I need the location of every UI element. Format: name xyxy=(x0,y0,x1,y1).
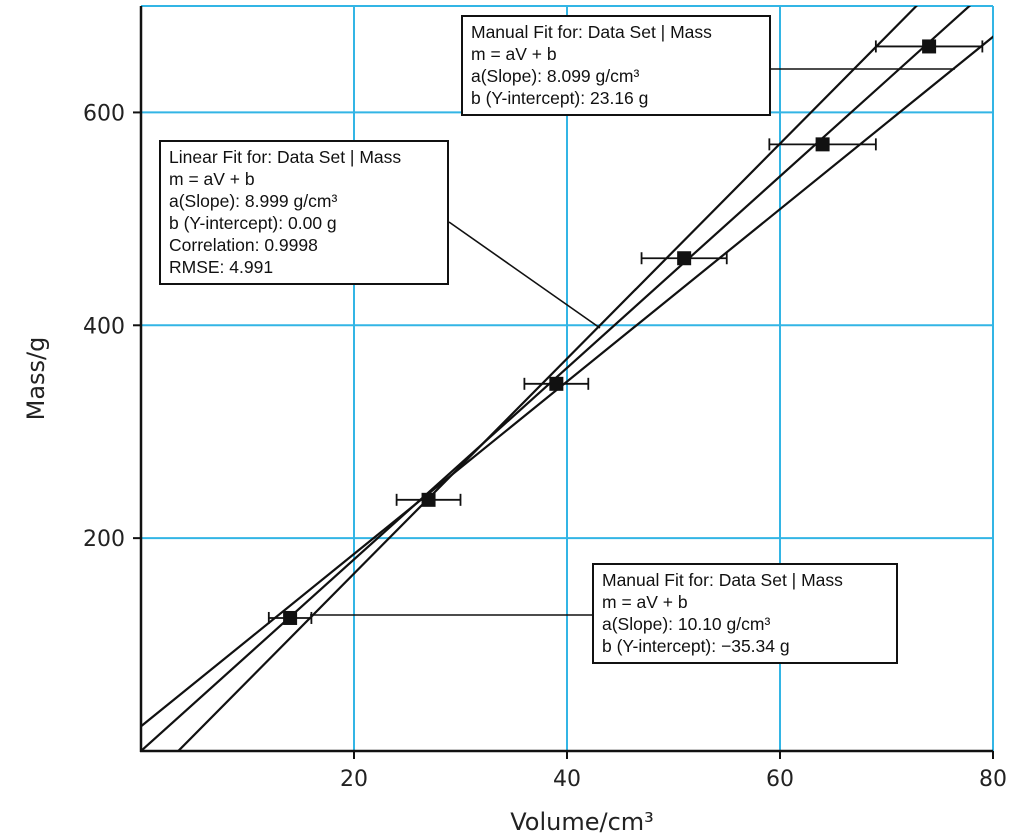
data-point xyxy=(421,492,436,507)
manual-fit-upper-line xyxy=(141,35,993,728)
data-point xyxy=(815,137,830,152)
manual-fit-upper-box: Manual Fit for: Data Set | Mass m = aV +… xyxy=(461,15,771,116)
manual-fit-upper-slope: a(Slope): 8.099 g/cm³ xyxy=(471,66,640,86)
y-tick-label: 400 xyxy=(83,314,125,339)
linear-fit-title: Linear Fit for: Data Set | Mass xyxy=(169,147,402,167)
data-point xyxy=(922,39,937,54)
linear-fit-line xyxy=(141,6,972,751)
linear-fit-box: Linear Fit for: Data Set | Mass m = aV +… xyxy=(159,140,449,285)
x-axis-label: Volume/cm³ xyxy=(510,808,654,836)
x-tick-label: 20 xyxy=(340,767,368,792)
manual-fit-upper-title: Manual Fit for: Data Set | Mass xyxy=(471,22,712,42)
x-tick-label: 80 xyxy=(979,767,1007,792)
y-tick-label: 600 xyxy=(83,101,125,126)
data-point xyxy=(677,251,692,266)
x-tick-label: 40 xyxy=(553,767,581,792)
y-tick-label: 200 xyxy=(83,527,125,552)
linear-fit-leader xyxy=(448,221,601,329)
data-point xyxy=(283,610,298,625)
linear-fit-rmse: RMSE: 4.991 xyxy=(169,257,274,277)
manual-fit-lower-equation: m = aV + b xyxy=(602,592,688,612)
linear-fit-slope: a(Slope): 8.999 g/cm³ xyxy=(169,191,338,211)
linear-fit-equation: m = aV + b xyxy=(169,169,255,189)
data-point xyxy=(549,376,564,391)
manual-fit-upper-equation: m = aV + b xyxy=(471,44,557,64)
x-tick-label: 60 xyxy=(766,767,794,792)
linear-fit-correlation: Correlation: 0.9998 xyxy=(169,235,318,255)
y-axis-label: Mass/g xyxy=(22,337,50,421)
manual-fit-lower-slope: a(Slope): 10.10 g/cm³ xyxy=(602,614,771,634)
manual-fit-lower-box: Manual Fit for: Data Set | Mass m = aV +… xyxy=(592,563,898,664)
manual-fit-upper-intercept: b (Y-intercept): 23.16 g xyxy=(471,88,649,108)
manual-fit-lower-line xyxy=(176,6,918,751)
linear-fit-intercept: b (Y-intercept): 0.00 g xyxy=(169,213,337,233)
manual-fit-lower-intercept: b (Y-intercept): −35.34 g xyxy=(602,636,790,656)
manual-fit-lower-title: Manual Fit for: Data Set | Mass xyxy=(602,570,843,590)
